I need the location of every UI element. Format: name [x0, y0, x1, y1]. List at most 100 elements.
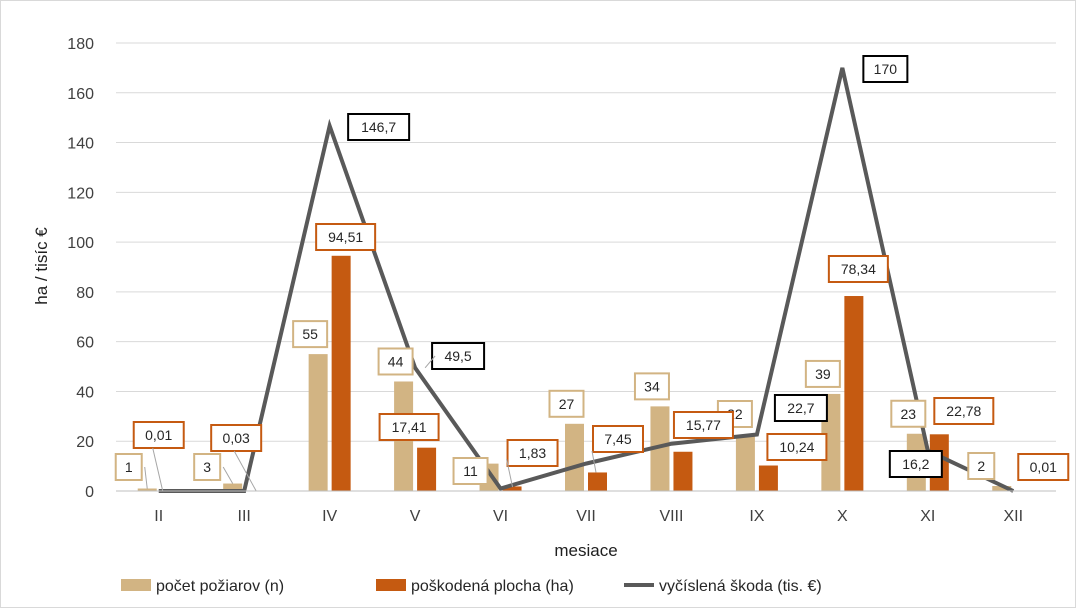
- label-fires-count: 27: [548, 389, 585, 418]
- legend-label: poškodená plocha (ha): [411, 578, 574, 595]
- bar-damaged-area: [844, 296, 864, 491]
- x-tick-label: VII: [576, 508, 596, 525]
- label-fires-count-box: [548, 389, 585, 418]
- label-damaged-area-text: 78,34: [841, 261, 876, 277]
- line-damage-series: [158, 67, 1015, 493]
- label-fires-count: 55: [292, 320, 329, 349]
- label-damaged-area-text: 10,24: [779, 439, 814, 455]
- x-tick-label: X: [837, 508, 848, 525]
- label-leader-line: [506, 458, 514, 488]
- bar-fires-count: [308, 354, 328, 491]
- label-damage-box: [862, 55, 909, 83]
- legend-item: vyčíslená škoda (tis. €): [624, 578, 822, 595]
- label-fires-count-box: [292, 320, 329, 349]
- bar-fires-count: [992, 486, 1012, 491]
- x-tick-label: IX: [749, 508, 764, 525]
- x-tick-label: VI: [493, 508, 508, 525]
- label-damaged-area-box: [933, 397, 995, 425]
- label-fires-count-text: 1: [125, 459, 133, 475]
- label-damage-text: 146,7: [361, 119, 396, 135]
- label-damaged-area-text: 22,78: [946, 403, 981, 419]
- label-fires-count-text: 55: [302, 326, 318, 342]
- label-fires-count-box: [377, 347, 414, 376]
- legend-item: poškodená plocha (ha): [376, 578, 574, 595]
- legend-swatch: [121, 579, 151, 591]
- label-damaged-area-box: [132, 421, 185, 449]
- label-damaged-area-box: [827, 255, 889, 283]
- label-fires-count-box: [452, 457, 489, 485]
- y-tick-label: 0: [85, 484, 94, 501]
- label-leader-line: [152, 447, 164, 492]
- label-damaged-area: 7,45: [592, 425, 644, 453]
- label-fires-count-box: [633, 372, 670, 401]
- label-fires-count-text: 2: [977, 458, 985, 474]
- x-tick-label: XII: [1003, 508, 1023, 525]
- label-damaged-area: 0,01: [1017, 453, 1070, 481]
- label-damaged-area: 15,77: [672, 411, 734, 439]
- label-fires-count-text: 23: [901, 406, 917, 422]
- label-damaged-area-box: [1017, 453, 1070, 481]
- label-damaged-area-box: [378, 413, 440, 441]
- label-fires-count-text: 11: [463, 463, 478, 479]
- bar-fires-count: [735, 436, 755, 491]
- label-fires-count-box: [804, 359, 841, 388]
- legend-item: počet požiarov (n): [121, 578, 284, 595]
- x-axis-title: mesiace: [554, 541, 617, 560]
- y-tick-label: 120: [67, 185, 94, 202]
- x-tick-label: III: [238, 508, 251, 525]
- y-tick-label: 180: [67, 36, 94, 53]
- label-damage: 170: [862, 55, 909, 83]
- label-fires-count: 23: [890, 399, 927, 428]
- label-damaged-area-box: [592, 425, 644, 453]
- bar-damaged-area: [331, 255, 351, 491]
- label-damaged-area-box: [672, 411, 734, 439]
- y-tick-label: 20: [76, 434, 94, 451]
- label-damaged-area-text: 0,01: [1030, 459, 1057, 475]
- label-damaged-area-text: 17,41: [392, 419, 427, 435]
- label-damaged-area-text: 7,45: [604, 431, 631, 447]
- label-fires-count-box: [114, 453, 143, 481]
- label-damaged-area-box: [766, 433, 828, 461]
- label-fires-count: 2: [967, 452, 996, 480]
- label-damaged-area: 22,78: [933, 397, 995, 425]
- bar-damaged-area: [673, 451, 693, 491]
- label-damaged-area-text: 0,03: [223, 430, 250, 446]
- label-damage: 22,7: [773, 394, 828, 422]
- label-damage-box: [773, 394, 828, 422]
- label-damage-text: 170: [874, 61, 898, 77]
- label-fires-count-text: 34: [644, 378, 660, 394]
- label-fires-count-text: 39: [815, 366, 831, 382]
- x-tick-label: IV: [322, 508, 337, 525]
- label-fires-count: 34: [633, 372, 670, 401]
- label-damaged-area-box: [210, 424, 263, 452]
- label-damage: 49,5: [431, 342, 486, 370]
- label-fires-count-text: 44: [388, 353, 404, 369]
- label-leader-line: [591, 450, 597, 473]
- label-damage-box: [431, 342, 486, 370]
- x-tick-label: II: [154, 508, 163, 525]
- bar-fires-count: [650, 406, 670, 491]
- label-damage-text: 49,5: [444, 348, 471, 364]
- label-damaged-area: 78,34: [827, 255, 889, 283]
- label-leader-line: [144, 466, 148, 489]
- damage-line: [158, 67, 1015, 493]
- bar-damaged-area: [502, 486, 522, 491]
- y-tick-label: 140: [67, 136, 94, 153]
- gridlines: [116, 42, 1056, 442]
- x-tick-label: V: [410, 508, 421, 525]
- label-damaged-area-text: 1,83: [519, 445, 546, 461]
- label-damaged-area-box: [315, 223, 377, 251]
- label-damaged-area-text: 94,51: [328, 229, 363, 245]
- label-fires-count-box: [890, 399, 927, 428]
- label-damaged-area: 1,83: [506, 439, 559, 467]
- label-leader-line: [222, 466, 234, 484]
- legend-label: vyčíslená škoda (tis. €): [659, 578, 822, 595]
- label-leader-line: [424, 355, 436, 369]
- label-damage-text: 22,7: [787, 400, 814, 416]
- bar-damaged-area: [588, 472, 607, 491]
- label-damaged-area-box: [506, 439, 559, 467]
- bar-fires-count: [565, 423, 584, 491]
- bar-damaged-area: [417, 447, 437, 491]
